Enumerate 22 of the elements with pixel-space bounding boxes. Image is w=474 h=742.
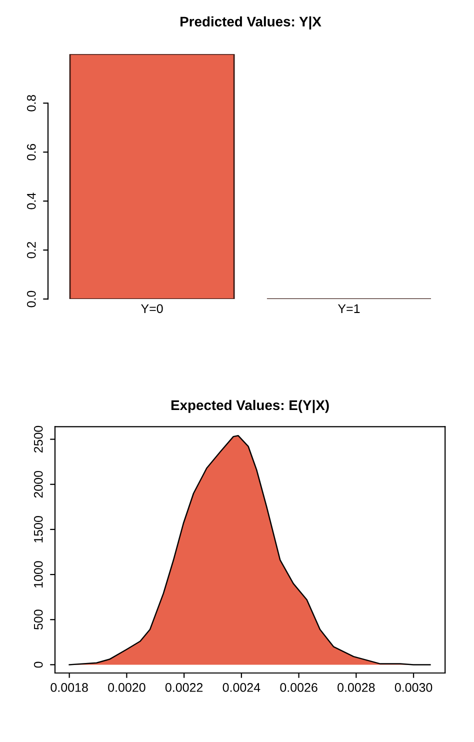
chart-title: Predicted Values: Y|X bbox=[180, 16, 322, 30]
x-tick-label: Y=1 bbox=[338, 304, 360, 313]
y-tick-label: 0.0 bbox=[26, 290, 36, 308]
y-tick-label: 0.6 bbox=[26, 144, 36, 160]
y-tick-label: 0.2 bbox=[26, 242, 36, 258]
y-tick-label: 1000 bbox=[34, 561, 43, 588]
x-tick-label: 0.0028 bbox=[338, 683, 375, 692]
y-tick-label: 2000 bbox=[34, 470, 43, 498]
y-tick-label: 2500 bbox=[34, 426, 43, 453]
x-tick-label: 0.0020 bbox=[108, 683, 146, 692]
x-tick-label: 0.0022 bbox=[165, 683, 203, 692]
x-tick-label: 0.0030 bbox=[394, 683, 432, 692]
x-tick-label: Y=0 bbox=[141, 304, 163, 314]
chart-title: Expected Values: E(Y|X) bbox=[171, 400, 329, 414]
y-tick-label: 0 bbox=[34, 662, 43, 668]
y-tick-label: 1500 bbox=[34, 516, 43, 542]
y-tick-label: 500 bbox=[34, 610, 43, 630]
y-tick-label: 0.4 bbox=[26, 192, 36, 210]
x-tick-label: 0.0024 bbox=[222, 683, 260, 692]
y-tick-label: 0.8 bbox=[26, 94, 36, 112]
x-tick-label: 0.0026 bbox=[280, 683, 318, 692]
x-tick-label: 0.0018 bbox=[50, 683, 88, 692]
